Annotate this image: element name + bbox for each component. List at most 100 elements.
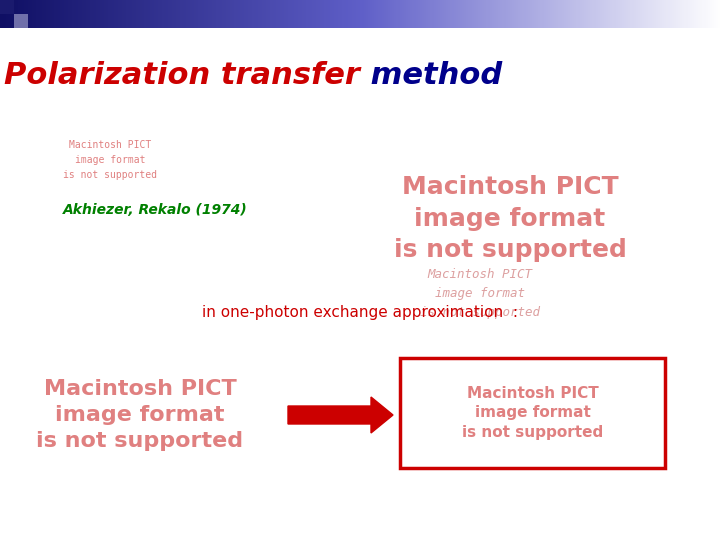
Bar — [384, 0, 386, 28]
Bar — [350, 0, 352, 28]
Bar — [178, 0, 180, 28]
Bar — [582, 0, 584, 28]
Bar — [258, 0, 260, 28]
Bar — [364, 0, 366, 28]
Bar — [330, 0, 332, 28]
Bar — [516, 0, 518, 28]
Text: in one-photon exchange approximation  :: in one-photon exchange approximation : — [202, 306, 518, 321]
Bar — [718, 0, 720, 28]
Bar — [270, 0, 272, 28]
Bar — [20, 0, 22, 28]
Bar — [232, 0, 234, 28]
Bar — [40, 0, 42, 28]
Bar — [204, 0, 206, 28]
Bar — [290, 0, 292, 28]
Bar — [58, 0, 60, 28]
Text: method: method — [360, 60, 503, 90]
Bar — [598, 0, 600, 28]
Bar — [344, 0, 346, 28]
Bar — [354, 0, 356, 28]
Bar — [686, 0, 688, 28]
Bar — [112, 0, 114, 28]
Bar — [228, 0, 230, 28]
Bar — [50, 0, 52, 28]
Bar — [294, 0, 296, 28]
Bar — [26, 0, 28, 28]
Bar — [716, 0, 718, 28]
Bar — [316, 0, 318, 28]
Bar — [154, 0, 156, 28]
Bar — [432, 0, 434, 28]
Bar — [386, 0, 388, 28]
Bar — [616, 0, 618, 28]
Bar — [518, 0, 520, 28]
Bar — [650, 0, 652, 28]
Bar — [490, 0, 492, 28]
Bar — [148, 0, 150, 28]
Bar — [664, 0, 666, 28]
Bar — [454, 0, 456, 28]
Text: Macintosh PICT
image format
is not supported: Macintosh PICT image format is not suppo… — [420, 268, 540, 319]
Bar — [712, 0, 714, 28]
Bar — [406, 0, 408, 28]
Bar — [122, 0, 124, 28]
Bar — [116, 0, 118, 28]
Bar — [452, 0, 454, 28]
Bar — [320, 0, 322, 28]
Bar — [498, 0, 500, 28]
Bar — [2, 0, 4, 28]
Bar — [222, 0, 224, 28]
Bar — [224, 0, 226, 28]
Bar — [14, 14, 28, 28]
Bar — [98, 0, 100, 28]
Bar — [46, 0, 48, 28]
Bar — [0, 0, 2, 28]
Bar — [4, 0, 6, 28]
Bar — [24, 0, 26, 28]
Bar — [470, 0, 472, 28]
Bar — [600, 0, 602, 28]
Bar — [108, 0, 110, 28]
Bar — [700, 0, 702, 28]
Bar — [506, 0, 508, 28]
Bar — [414, 0, 416, 28]
Bar — [614, 0, 616, 28]
Bar — [660, 0, 662, 28]
Bar — [100, 0, 102, 28]
Bar — [128, 0, 130, 28]
Bar — [604, 0, 606, 28]
Bar — [198, 0, 200, 28]
Bar — [410, 0, 412, 28]
Bar — [446, 0, 448, 28]
Bar — [18, 0, 20, 28]
Bar — [502, 0, 504, 28]
Bar — [356, 0, 358, 28]
Bar — [248, 0, 250, 28]
Bar — [22, 0, 24, 28]
Bar — [142, 0, 144, 28]
Bar — [558, 0, 560, 28]
Bar — [74, 0, 76, 28]
Bar — [298, 0, 300, 28]
Bar — [666, 0, 668, 28]
Bar — [160, 0, 162, 28]
Bar — [340, 0, 342, 28]
Bar — [56, 0, 58, 28]
Bar — [592, 0, 594, 28]
Bar — [474, 0, 476, 28]
Bar — [72, 0, 74, 28]
Bar — [462, 0, 464, 28]
Bar — [562, 0, 564, 28]
Bar — [522, 0, 524, 28]
Bar — [658, 0, 660, 28]
Bar — [202, 0, 204, 28]
Bar — [388, 0, 390, 28]
Bar — [512, 0, 514, 28]
Bar — [188, 0, 190, 28]
Bar — [530, 0, 532, 28]
Bar — [200, 0, 202, 28]
Bar — [254, 0, 256, 28]
Bar — [146, 0, 148, 28]
Bar — [30, 0, 32, 28]
Bar — [524, 0, 526, 28]
